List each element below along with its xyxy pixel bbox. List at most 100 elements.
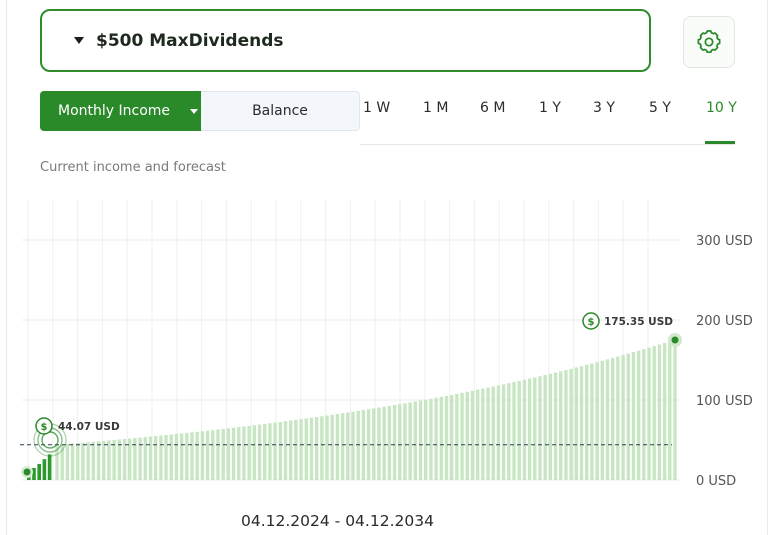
bar-forecast: [76, 443, 80, 480]
portfolio-name: $500 MaxDividends: [96, 30, 284, 51]
monthly-income-button[interactable]: Monthly Income: [40, 91, 201, 131]
bar-forecast: [372, 408, 376, 480]
balance-button[interactable]: Balance: [201, 91, 360, 131]
bar-forecast: [517, 380, 521, 480]
bar-forecast: [512, 382, 516, 480]
bar-forecast: [133, 438, 137, 480]
bar-forecast: [662, 342, 667, 480]
bar-forecast: [413, 401, 418, 480]
forecast-value-label: 175.35 USD: [604, 316, 673, 328]
bar-forecast: [273, 422, 277, 480]
bar-forecast: [548, 373, 553, 480]
bar-forecast: [491, 386, 495, 480]
bar-forecast: [595, 362, 599, 480]
bar-forecast: [481, 388, 485, 480]
bar-forecast: [585, 364, 589, 480]
bar-forecast: [252, 425, 257, 480]
bar-forecast: [403, 403, 407, 480]
dollar-icon-glyph: $: [41, 422, 48, 433]
chart-subtitle: Current income and forecast: [40, 160, 226, 175]
bar-forecast: [247, 425, 251, 480]
bar-forecast: [237, 427, 241, 480]
bar-forecast: [96, 441, 101, 480]
bar-forecast: [444, 395, 449, 480]
bar-forecast: [605, 359, 610, 480]
bar-forecast: [449, 394, 454, 480]
range-5y[interactable]: 5 Y: [649, 100, 671, 116]
range-1y[interactable]: 1 Y: [539, 100, 561, 116]
bar-forecast: [226, 428, 231, 480]
bar-forecast: [429, 398, 433, 480]
bar-forecast: [70, 443, 75, 480]
bar-forecast: [257, 424, 262, 480]
bar-forecast: [569, 368, 573, 480]
bar-forecast: [143, 437, 147, 480]
bar-forecast: [668, 341, 672, 480]
bar-forecast: [553, 372, 558, 480]
bar-forecast: [107, 440, 111, 480]
bar-forecast: [153, 436, 158, 480]
bar-forecast: [288, 420, 293, 480]
range-1w[interactable]: 1 W: [363, 100, 391, 116]
bar-forecast: [533, 377, 537, 480]
bar-forecast: [164, 435, 168, 480]
bar-forecast: [610, 357, 615, 480]
range-1m[interactable]: 1 M: [423, 100, 449, 116]
bar-forecast: [216, 429, 220, 480]
bar-forecast: [179, 433, 184, 480]
bar-forecast: [382, 406, 386, 480]
bar-forecast: [325, 415, 329, 480]
bar-forecast: [231, 427, 236, 480]
bar-forecast: [263, 423, 267, 480]
bar-forecast: [424, 399, 428, 480]
range-3y[interactable]: 3 Y: [593, 100, 615, 116]
bar-forecast: [60, 444, 64, 480]
bar-forecast: [434, 397, 438, 480]
monthly-income-label: Monthly Income: [58, 103, 171, 119]
left-border: [6, 0, 7, 535]
bar-forecast: [538, 376, 542, 480]
bar-forecast: [387, 405, 392, 480]
portfolio-selector[interactable]: $500 MaxDividends: [40, 9, 651, 72]
bar-forecast: [335, 414, 340, 480]
bar-forecast: [642, 349, 646, 480]
bar-forecast: [91, 441, 96, 480]
bar-forecast: [159, 435, 163, 480]
end-dot: [671, 336, 679, 344]
settings-button[interactable]: [683, 16, 735, 68]
y-tick-label: 200 USD: [696, 314, 753, 329]
bar-actual: [42, 459, 47, 480]
dollar-icon: [35, 417, 53, 435]
bar-forecast: [278, 421, 283, 480]
bar-forecast: [304, 418, 308, 480]
bar-forecast: [174, 433, 179, 480]
tabs-divider: [360, 144, 735, 145]
bar-forecast: [299, 419, 303, 480]
bar-forecast: [559, 371, 563, 480]
bar-forecast: [340, 413, 345, 480]
bar-forecast: [320, 416, 324, 480]
bar-actual: [32, 468, 36, 480]
current-value-label: 44.07 USD: [58, 421, 120, 433]
bar-forecast: [636, 350, 641, 480]
bar-forecast: [195, 431, 199, 480]
bar-forecast: [501, 384, 506, 480]
bar-forecast: [294, 419, 298, 480]
dollar-icon-glyph: $: [588, 317, 595, 328]
bar-forecast: [309, 417, 314, 480]
range-6m[interactable]: 6 M: [480, 100, 506, 116]
bar-forecast: [169, 434, 173, 480]
range-10y[interactable]: 10 Y: [706, 100, 737, 116]
bar-forecast: [122, 439, 127, 480]
bar-forecast: [200, 431, 205, 480]
bar-forecast: [138, 437, 142, 480]
bar-forecast: [455, 393, 459, 480]
bar-forecast: [356, 410, 360, 480]
bar-forecast: [81, 442, 85, 480]
bar-forecast: [351, 411, 355, 480]
bar-forecast: [346, 412, 350, 480]
caret-down-icon: [74, 37, 84, 44]
bar-forecast: [211, 430, 215, 480]
bar-forecast: [460, 392, 464, 480]
